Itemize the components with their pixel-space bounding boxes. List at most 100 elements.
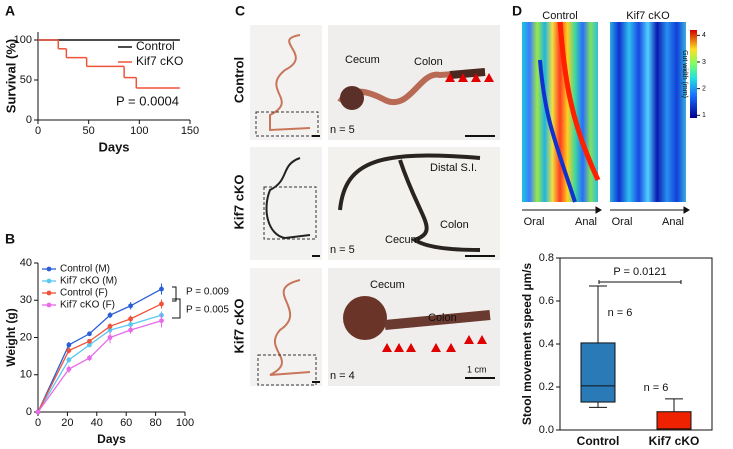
x-tick-label: 40 <box>91 417 103 429</box>
series-line <box>37 320 162 413</box>
y-tick-label: 0 <box>26 114 32 126</box>
colorbar-tick-label: 4 <box>702 32 706 39</box>
photo-annotation: Colon <box>414 56 443 68</box>
point <box>87 342 92 348</box>
legend-label: Kif7 cKO (F) <box>60 300 115 311</box>
legend-label: Control (F) <box>60 288 108 299</box>
annotation: P = 0.005 <box>186 305 229 316</box>
cecum <box>343 296 387 340</box>
x-tick-label: 100 <box>176 417 194 429</box>
axis-label: Oral <box>612 216 633 228</box>
point <box>128 327 134 333</box>
intestine <box>338 153 481 252</box>
point <box>66 348 72 353</box>
colorbar-label: Gut width (mm) <box>681 50 688 98</box>
y-tick-label: 50 <box>20 74 32 86</box>
panel-label: B <box>5 231 15 247</box>
inset-box <box>263 186 317 240</box>
n-label: n = 4 <box>330 370 355 382</box>
x-axis-label: Days <box>97 432 126 446</box>
point <box>66 366 72 372</box>
colorbar-tick-label: 2 <box>702 86 706 93</box>
y-tick-label: 20 <box>20 331 32 343</box>
legend-label: Control (M) <box>60 264 110 275</box>
row-label: Kif7 cKO <box>231 175 246 230</box>
legend-label: Control <box>136 39 175 53</box>
x-axis-label: Days <box>98 139 129 154</box>
photo-annotation: Cecum <box>385 234 420 246</box>
panel-label: C <box>235 3 245 19</box>
n-label: n = 5 <box>330 244 355 256</box>
point <box>87 331 92 337</box>
axis-arrows <box>522 206 690 214</box>
y-tick-label: 0.4 <box>539 338 554 350</box>
photo <box>250 147 322 260</box>
heatmap-band <box>557 21 601 182</box>
y-tick-label: 0 <box>26 406 32 418</box>
point <box>87 338 92 344</box>
point <box>159 318 164 324</box>
panel-label: D <box>512 3 522 19</box>
photo-annotation: Colon <box>440 219 469 231</box>
colorbar <box>690 30 697 118</box>
heatmap-band <box>538 59 577 203</box>
point <box>35 409 41 415</box>
x-tick-label: 0 <box>35 125 41 137</box>
x-tick-label: 100 <box>130 125 148 137</box>
y-axis-label: Stool movement speed µm/s <box>520 263 534 426</box>
colorbar-tick-label: 3 <box>702 59 706 66</box>
y-tick-label: 0.6 <box>539 295 554 307</box>
point <box>128 303 134 309</box>
photo-annotation: Cecum <box>370 279 405 291</box>
point <box>128 322 134 327</box>
point <box>159 301 164 307</box>
photo-annotation: Cecum <box>345 54 380 66</box>
heatmap-title: Control <box>542 10 577 22</box>
box <box>656 411 692 431</box>
inset-box <box>257 354 317 386</box>
panel-label: A <box>5 3 15 19</box>
annotation: P = 0.0004 <box>116 93 179 108</box>
row-label: Control <box>231 57 246 103</box>
intestine <box>269 279 311 376</box>
intestine <box>265 157 311 240</box>
y-tick-label: 0.8 <box>539 252 554 264</box>
photo-annotation: Distal S.I. <box>430 162 477 174</box>
y-tick-label: 30 <box>20 294 32 306</box>
arrowheads <box>382 73 494 352</box>
x-tick-label: 150 <box>181 125 199 137</box>
photo <box>328 25 500 140</box>
photo-annotation: Colon <box>428 312 457 324</box>
x-tick-label: 20 <box>61 417 73 429</box>
point <box>87 355 92 361</box>
heatmaps <box>522 21 697 214</box>
category-label: Kif7 cKO <box>649 434 700 448</box>
box <box>580 342 616 403</box>
legend-label: Kif7 cKO <box>136 54 183 68</box>
intestine <box>269 34 311 132</box>
series-line <box>37 303 162 413</box>
x-tick-label: 0 <box>35 417 41 429</box>
x-tick-label: 50 <box>83 125 95 137</box>
point <box>66 357 72 363</box>
scale-bars <box>312 135 495 383</box>
y-tick-label: 40 <box>20 257 32 269</box>
scale-label: 1 cm <box>467 364 487 374</box>
heatmap <box>610 22 686 202</box>
n-label: n = 6 <box>644 382 669 394</box>
n-label: n = 5 <box>330 124 355 136</box>
annotation: P = 0.0121 <box>613 266 666 278</box>
y-tick-label: 100 <box>14 34 32 46</box>
y-tick-label: 0.2 <box>539 381 554 393</box>
point <box>107 327 113 333</box>
axis-label: Anal <box>575 216 597 228</box>
y-axis-label: Survival (%) <box>3 39 18 113</box>
legend-marker <box>46 266 52 272</box>
photos <box>250 25 500 386</box>
heatmap <box>522 22 598 202</box>
photo <box>250 25 322 140</box>
point <box>107 312 113 318</box>
series-line <box>37 314 162 413</box>
point <box>107 335 113 340</box>
